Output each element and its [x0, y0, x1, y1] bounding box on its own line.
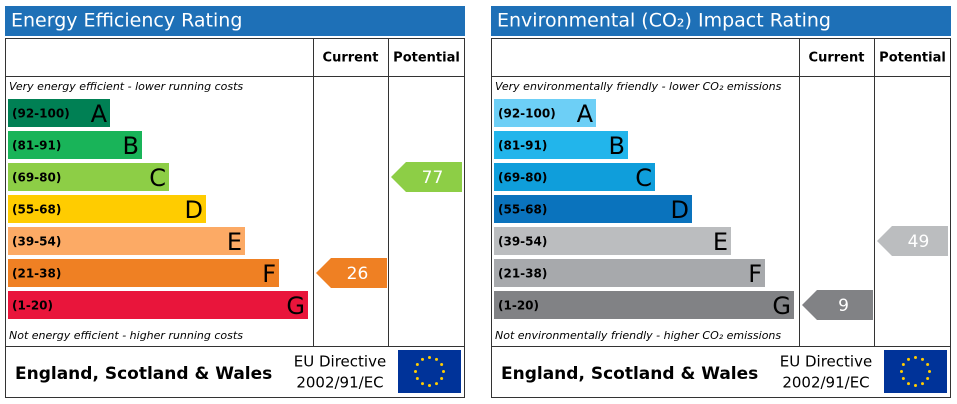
panel-frame: [5, 38, 465, 398]
rating-band: [494, 99, 596, 127]
footer-directive: EU Directive: [294, 353, 386, 371]
column-header: Current: [323, 51, 379, 66]
band-range: (39-54): [12, 235, 61, 249]
rating-arrow: [391, 162, 462, 192]
band-range: (39-54): [498, 235, 547, 249]
eu-star: [421, 382, 424, 386]
band-range: (81-91): [12, 139, 61, 153]
band-range: (1-20): [498, 299, 539, 313]
band-letter: D: [185, 196, 203, 224]
eu-star: [907, 382, 910, 386]
band-letter: B: [123, 132, 139, 160]
band-letter: F: [748, 260, 762, 288]
bottom-note: Not environmentally friendly - higher CO…: [495, 329, 781, 342]
panel-title: Environmental (CO₂) Impact Rating: [497, 10, 831, 32]
eu-star: [907, 357, 910, 361]
band-letter: E: [227, 228, 242, 256]
eu-star: [914, 384, 917, 387]
band-letter: E: [713, 228, 728, 256]
eu-star: [415, 363, 419, 366]
rating-band: [8, 227, 245, 255]
band-range: (55-68): [498, 203, 547, 217]
rating-band: [8, 291, 308, 319]
rating-band: [8, 259, 279, 287]
rating-arrow: [877, 226, 948, 256]
band-range: (21-38): [498, 267, 547, 281]
eu-star: [442, 370, 445, 373]
footer-directive: 2002/91/EC: [782, 374, 869, 392]
band-letter: F: [262, 260, 276, 288]
band-letter: G: [286, 292, 305, 320]
rating-value: 77: [422, 168, 444, 188]
eu-star: [900, 370, 903, 373]
footer-region: England, Scotland & Wales: [15, 364, 272, 384]
title-bar: [491, 6, 951, 36]
band-range: (69-80): [12, 171, 61, 185]
band-letter: D: [671, 196, 689, 224]
panel-title: Energy Efficiency Rating: [11, 10, 242, 32]
top-note: Very energy efficient - lower running co…: [9, 80, 243, 93]
rating-band: [8, 131, 142, 159]
column-header: Potential: [879, 51, 946, 66]
column-header: Potential: [393, 51, 460, 66]
eu-star: [415, 377, 419, 380]
rating-band: [494, 227, 731, 255]
band-range: (69-80): [498, 171, 547, 185]
rating-band: [8, 195, 206, 223]
eu-star: [428, 356, 431, 359]
title-bar: [5, 6, 465, 36]
rating-band: [494, 291, 794, 319]
band-letter: G: [772, 292, 791, 320]
eu-star: [928, 370, 931, 373]
rating-arrow: [316, 258, 387, 288]
band-range: (92-100): [12, 107, 70, 121]
eu-star: [901, 363, 905, 366]
top-note: Very environmentally friendly - lower CO…: [495, 80, 782, 93]
eu-star: [926, 377, 930, 380]
band-letter: A: [577, 100, 594, 128]
band-letter: C: [149, 164, 166, 192]
rating-value: 49: [908, 232, 930, 252]
rating-arrow: [802, 290, 873, 320]
band-letter: C: [635, 164, 652, 192]
footer-region: England, Scotland & Wales: [501, 364, 758, 384]
rating-band: [494, 195, 692, 223]
eu-star: [414, 370, 417, 373]
rating-value: 9: [838, 296, 849, 316]
band-range: (81-91): [498, 139, 547, 153]
rating-band: [494, 131, 628, 159]
rating-band: [494, 163, 655, 191]
band-range: (21-38): [12, 267, 61, 281]
band-range: (92-100): [498, 107, 556, 121]
eu-star: [440, 377, 444, 380]
rating-band: [8, 99, 110, 127]
band-range: (55-68): [12, 203, 61, 217]
eu-star: [435, 382, 438, 386]
panel-frame: [491, 38, 951, 398]
footer-directive: EU Directive: [780, 353, 872, 371]
eu-star: [901, 377, 905, 380]
bottom-note: Not energy efficient - higher running co…: [9, 329, 243, 342]
band-letter: B: [609, 132, 625, 160]
eu-star: [921, 357, 924, 361]
eu-star: [914, 356, 917, 359]
eu-star: [440, 363, 444, 366]
band-letter: A: [91, 100, 108, 128]
eu-star: [926, 363, 930, 366]
column-header: Current: [809, 51, 865, 66]
rating-band: [494, 259, 765, 287]
footer-directive: 2002/91/EC: [296, 374, 383, 392]
eu-star: [428, 384, 431, 387]
rating-band: [8, 163, 169, 191]
eu-star: [421, 357, 424, 361]
rating-value: 26: [347, 264, 369, 284]
eu-star: [435, 357, 438, 361]
eu-star: [921, 382, 924, 386]
band-range: (1-20): [12, 299, 53, 313]
